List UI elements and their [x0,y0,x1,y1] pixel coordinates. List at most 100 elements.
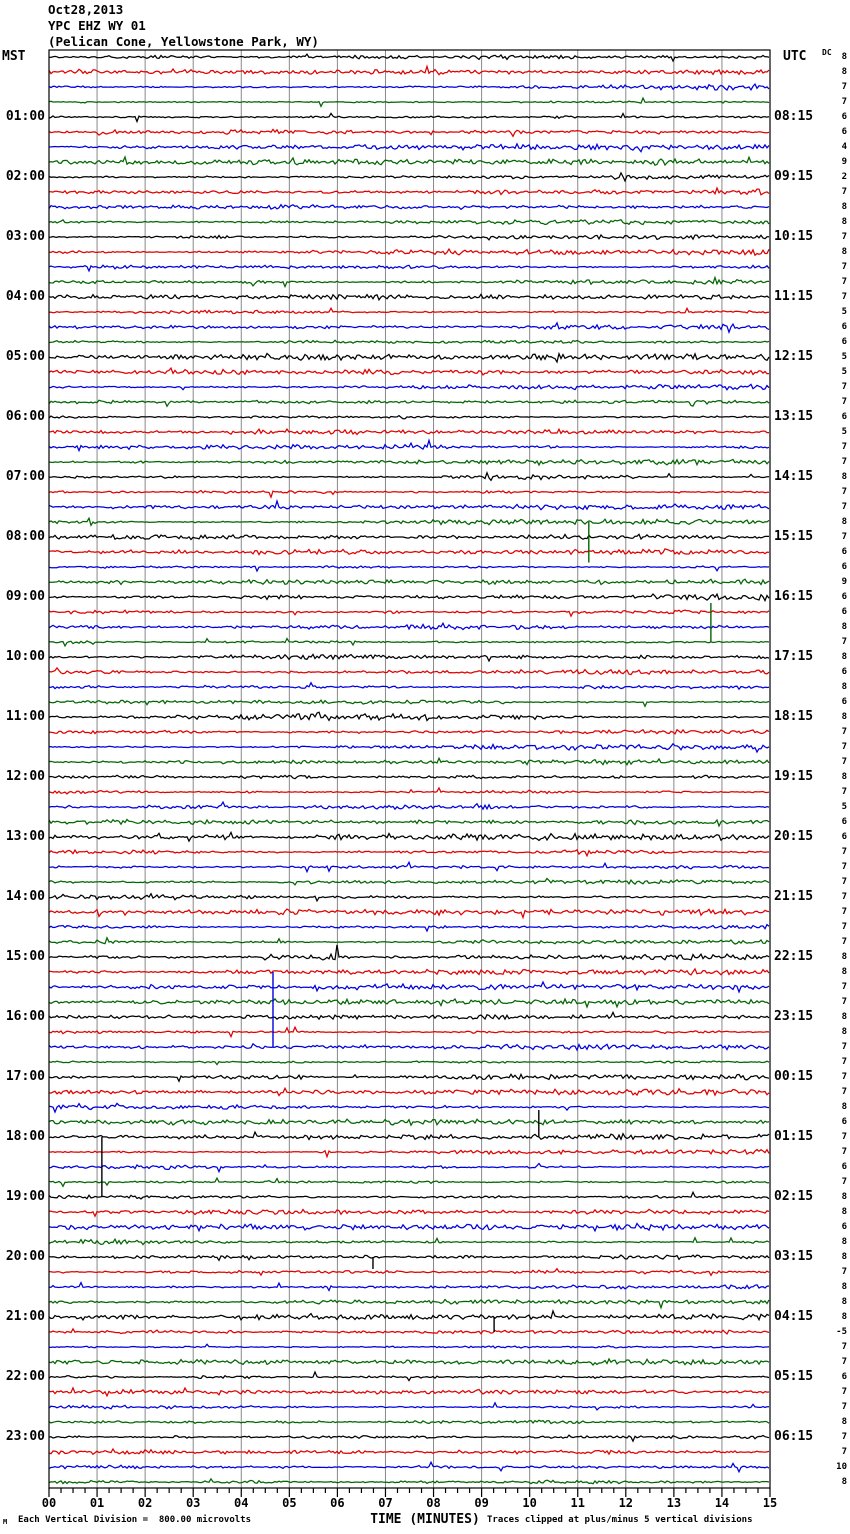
seismo-trace-row [48,681,770,691]
dc-offset-value: 6 [841,1222,847,1232]
dc-offset-value: 5 [841,352,847,362]
dc-offset-value: 6 [841,697,847,707]
utc-hour-label: 02:15 [774,1189,814,1204]
dc-offset-value: 10 [836,1462,847,1472]
dc-offset-value: 7 [841,1177,847,1187]
dc-offset-value: 7 [841,232,847,242]
seismo-trace-row [48,203,770,211]
mst-hour-label: 06:00 [5,409,45,424]
mst-hour-label: 13:00 [5,829,45,844]
dc-offset-value: 7 [841,877,847,887]
x-axis-tick-label: 15 [762,1496,778,1510]
seismo-trace-row [48,592,770,603]
header-date: Oct28,2013 [48,2,124,17]
utc-hour-label: 12:15 [774,349,814,364]
dc-offset-value: 8 [841,1012,847,1022]
utc-hour-label: 19:15 [774,769,814,784]
header-station-location: (Pelican Cone, Yellowstone Park, WY) [48,34,319,49]
dc-offset-value: 6 [841,1117,847,1127]
seismo-trace-row [48,892,770,903]
dc-offset-value: 5 [841,307,847,317]
utc-hour-label: 18:15 [774,709,814,724]
mst-hour-label: 04:00 [5,289,45,304]
seismo-trace-row [48,489,770,499]
seismo-trace-row [48,1176,769,1188]
dc-offset-value: 6 [841,607,847,617]
seismo-trace-row [48,171,770,183]
utc-hour-label: 06:15 [774,1429,814,1444]
utc-hour-label: 22:15 [774,949,814,964]
mst-hour-label: 23:00 [5,1429,45,1444]
dc-offset-value: 7 [841,502,847,512]
x-axis-title: TIME (MINUTES) [370,1512,480,1527]
dc-offset-value: 7 [841,757,847,767]
dc-offset-value: 7 [841,907,847,917]
seismo-trace-row [48,621,770,631]
seismo-trace-row [48,637,770,648]
header-station-code: YPC EHZ WY 01 [48,18,146,33]
seismo-trace-row [48,112,770,124]
seismo-trace-row [48,82,770,91]
dc-offset-value: 6 [841,127,847,137]
dc-offset-value: 7 [841,742,847,752]
dc-offset-value: 7 [841,997,847,1007]
seismo-trace-row [48,997,770,1009]
seismo-trace-row [48,533,769,541]
seismo-trace-row [48,1254,770,1262]
seismo-trace-row [48,936,770,945]
dc-offset-value: 8 [841,1477,847,1487]
dc-offset-value: 7 [841,1342,847,1352]
seismo-trace-row [48,306,770,315]
left-axis-header-mst: MST [2,49,26,64]
mst-hour-label: 12:00 [5,769,45,784]
seismo-trace-row [48,786,770,795]
mst-hour-label: 21:00 [5,1309,45,1324]
seismo-trace-row [48,64,770,76]
dc-offset-value: 8 [841,247,847,257]
dc-offset-column-header: DC [822,48,832,57]
dc-offset-value: 7 [841,1057,847,1067]
seismo-trace-row [48,800,770,811]
dc-offset-value: -5 [836,1327,847,1337]
footer-scale-note: Each Vertical Division = 800.00 microvol… [18,1515,251,1525]
dc-offset-value: 7 [841,1042,847,1052]
seismo-trace-row [48,264,770,273]
seismo-trace-row [48,427,769,436]
utc-hour-label: 20:15 [774,829,814,844]
dc-offset-value: 7 [841,862,847,872]
x-axis-tick-label: 02 [137,1496,153,1510]
seismo-trace-row [48,1357,770,1366]
mst-hour-label: 03:00 [5,229,45,244]
utc-hour-label: 01:15 [774,1129,814,1144]
dc-offset-value: 7 [841,1087,847,1097]
seismo-trace-row [48,756,770,766]
utc-hour-label: 03:15 [774,1249,814,1264]
dc-offset-value: 8 [841,1192,847,1202]
dc-offset-value: 8 [841,472,847,482]
dc-offset-value: 8 [841,1207,847,1217]
seismo-trace-row [48,218,770,226]
dc-offset-value: 8 [841,1297,847,1307]
dc-offset-value: 7 [841,1432,847,1442]
seismo-trace-row [48,1148,770,1159]
mst-hour-label: 07:00 [5,469,45,484]
seismo-trace-row [48,1327,770,1335]
dc-offset-value: 7 [841,97,847,107]
dc-offset-value: 8 [841,1282,847,1292]
seismo-trace-row [48,1419,770,1425]
seismo-trace-row [48,1042,770,1052]
seismo-trace-row [48,1086,770,1097]
seismo-trace-row [48,565,770,573]
x-axis-tick-label: 12 [618,1496,634,1510]
mst-hour-label: 11:00 [5,709,45,724]
seismo-trace-row [48,247,770,257]
utc-hour-label: 04:15 [774,1309,814,1324]
dc-offset-value: 8 [841,517,847,527]
utc-hour-label: 14:15 [774,469,814,484]
dc-offset-value: 7 [841,727,847,737]
seismo-trace-row [48,1343,770,1349]
mst-hour-label: 22:00 [5,1369,45,1384]
dc-offset-value: 7 [841,982,847,992]
dc-offset-value: 6 [841,337,847,347]
seismo-trace-row [49,967,770,976]
